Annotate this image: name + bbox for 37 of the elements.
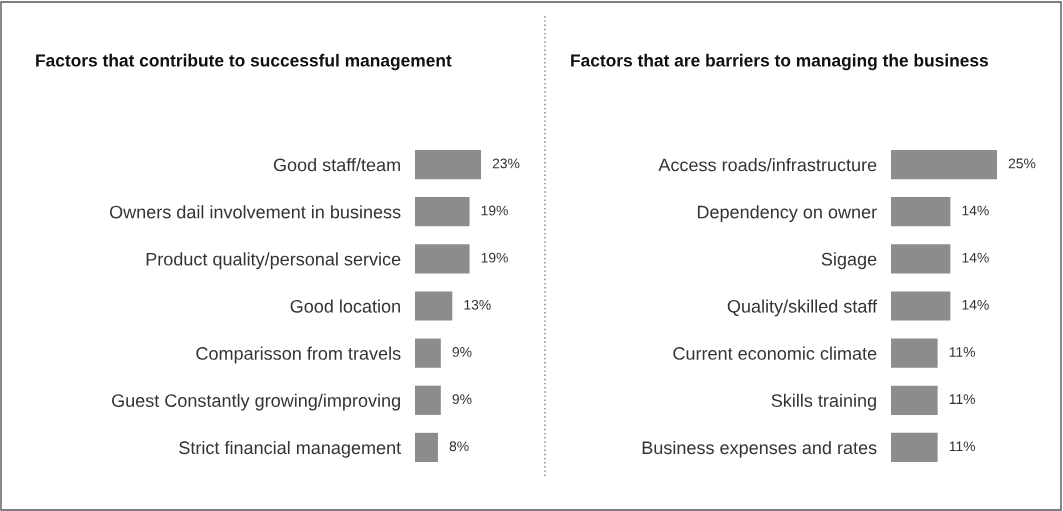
y-tick-label: Good location xyxy=(290,299,400,313)
data-label: 8% xyxy=(449,441,469,452)
y-tick-label: Access roads/infrastructure xyxy=(658,158,877,172)
data-label: 13% xyxy=(464,299,491,310)
text: Factors that contribute to successful management xyxy=(36,53,452,71)
bar xyxy=(415,244,470,274)
y-tick-label: Current economic climate xyxy=(673,346,877,360)
bar xyxy=(415,197,470,227)
data-label: 19% xyxy=(481,252,508,263)
y-tick-label: Comparisson from travels xyxy=(196,346,401,364)
y-tick-label: Skills training xyxy=(771,393,876,411)
bar xyxy=(415,338,441,368)
data-label: 14% xyxy=(962,299,989,310)
data-label: 9% xyxy=(452,347,472,357)
data-label: 14% xyxy=(962,205,989,216)
y-tick-label: Quality/skilled staff xyxy=(727,299,878,317)
y-tick-label: Good staff/team xyxy=(273,158,400,172)
data-label: 14% xyxy=(962,252,989,263)
bar xyxy=(415,149,481,180)
y-tick-label: Business expenses and rates xyxy=(642,440,877,458)
bar xyxy=(415,432,438,463)
bar xyxy=(415,291,453,321)
bar xyxy=(415,385,441,415)
y-tick-label: Strict financial management xyxy=(179,440,401,458)
y-tick-label: Sigage xyxy=(821,252,877,270)
y-tick-label: Guest Constantly growing/improving xyxy=(112,393,400,411)
data-label: 11% xyxy=(949,441,976,452)
data-label: 11% xyxy=(949,347,976,357)
y-tick-label: Product quality/personal service xyxy=(146,252,401,270)
data-label: 23% xyxy=(492,158,520,169)
y-tick-label: Owners dail involvement in business xyxy=(109,205,401,219)
data-label: 11% xyxy=(949,394,976,404)
chart-title: Factors that are barriers to managing the business xyxy=(571,53,988,71)
data-label: 19% xyxy=(481,205,508,216)
data-label: 9% xyxy=(452,394,472,405)
y-tick-label: Dependency on owner xyxy=(697,205,877,222)
data-label: 25% xyxy=(1008,158,1036,169)
